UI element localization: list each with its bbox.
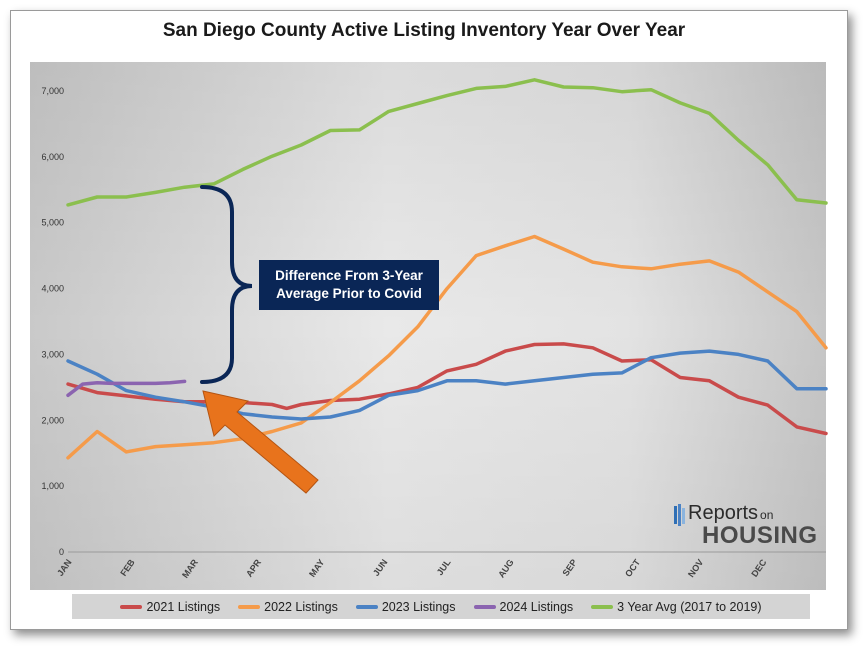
- legend-swatch: [120, 604, 143, 609]
- chart-legend: 2021 Listings 2022 Listings 2023 Listings 2…: [72, 594, 810, 619]
- y-tick-label: 5,000: [41, 218, 64, 228]
- series-line-2: [66, 349, 828, 421]
- legend-item: 2024 Listings: [473, 599, 574, 614]
- callout-line-2: Average Prior to Covid: [276, 286, 422, 301]
- series-lines: [66, 78, 828, 460]
- y-tick-label: 4,000: [41, 284, 64, 294]
- legend-label: 2022 Listings: [264, 599, 338, 614]
- chart-title: San Diego County Active Listing Inventor…: [162, 20, 686, 41]
- legend-label: 3 Year Avg (2017 to 2019): [617, 599, 762, 614]
- legend-item: 3 Year Avg (2017 to 2019): [591, 599, 762, 614]
- callout-line-1: Difference From 3-Year: [275, 268, 423, 283]
- y-axis: 0 1,000 2,000 3,000 4,000 5,000 6,000 7,000: [41, 86, 64, 557]
- difference-brace: [200, 185, 253, 384]
- y-tick-label: 7,000: [41, 86, 64, 96]
- y-tick-label: 0: [59, 547, 64, 557]
- logo-line-1-text: Reports: [688, 502, 759, 524]
- series-line-0: [66, 342, 828, 436]
- y-tick-label: 1,000: [41, 481, 64, 491]
- legend-item: 2021 Listings: [120, 600, 220, 614]
- series-line-4: [66, 78, 828, 207]
- orange-arrow: [202, 390, 319, 494]
- legend-swatch: [355, 604, 378, 609]
- y-tick-label: 2,000: [41, 415, 64, 425]
- legend-item: 2022 Listings: [238, 600, 338, 614]
- logo-line-1-small: on: [760, 508, 774, 522]
- plot-background-shade: [30, 62, 826, 590]
- legend-swatch: [238, 604, 261, 609]
- series-line-3: [66, 379, 187, 398]
- logo-mark-icon: [674, 504, 685, 526]
- logo-line-2: HOUSING: [702, 522, 818, 549]
- series-line-1: [66, 234, 828, 460]
- legend-item: 2023 Listings: [355, 599, 456, 614]
- difference-callout: Difference From 3-Year Average Prior to …: [259, 260, 439, 310]
- legend-swatch: [591, 604, 614, 609]
- legend-label: 2024 Listings: [499, 599, 574, 614]
- reports-on-housing-logo: Reports on HOUSING: [672, 500, 822, 552]
- logo-line-1: Reports on: [688, 502, 773, 525]
- legend-swatch: [473, 604, 496, 609]
- legend-label: 2021 Listings: [146, 599, 221, 614]
- y-tick-label: 6,000: [41, 152, 64, 162]
- legend-label: 2023 Listings: [381, 599, 456, 614]
- y-tick-label: 3,000: [41, 349, 64, 359]
